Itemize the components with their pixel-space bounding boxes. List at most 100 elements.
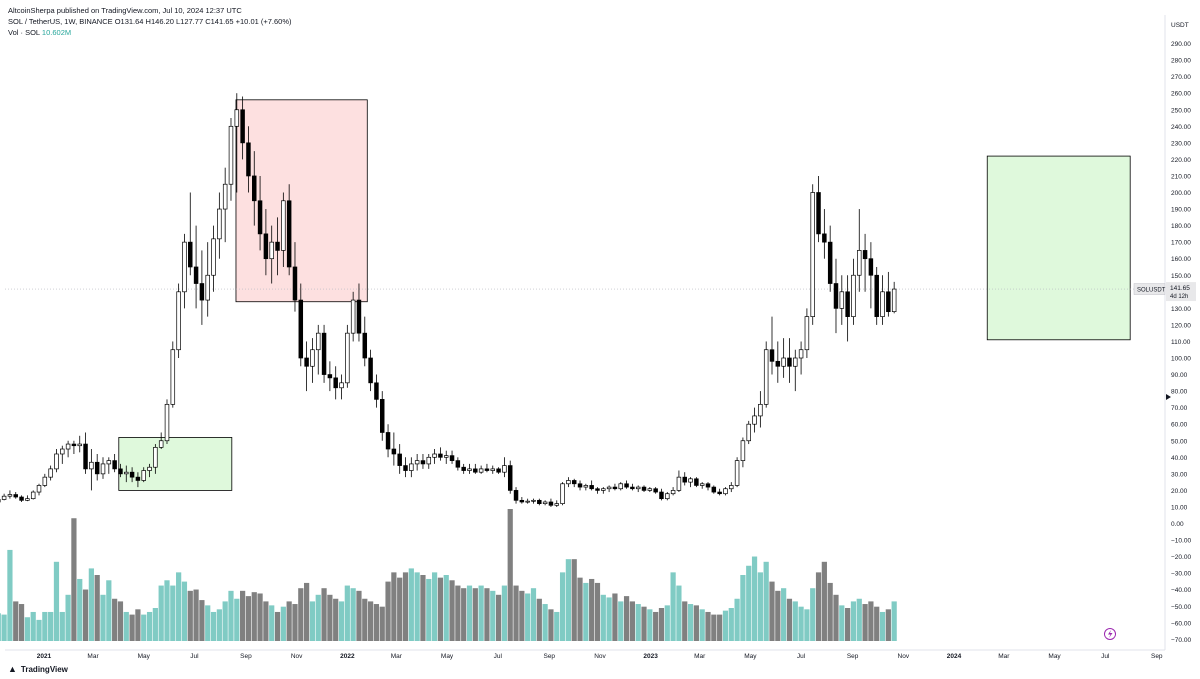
volume-bar	[13, 601, 19, 641]
volume-bar	[705, 611, 711, 641]
candle-body	[368, 357, 373, 384]
candle-body	[83, 443, 88, 470]
symbol-ohlc-line: SOL / TetherUS, 1W, BINANCE O131.64 H146…	[8, 17, 292, 26]
candle-body	[630, 486, 635, 490]
volume-bar	[77, 578, 83, 641]
volume-bar	[618, 601, 624, 641]
candle-body	[13, 494, 18, 498]
volume-bar	[344, 585, 350, 641]
volume-bar	[210, 611, 217, 641]
candle-body	[286, 200, 292, 268]
candle-body	[333, 377, 338, 389]
candle-body	[7, 494, 13, 497]
y-tick-label: 20.00	[1171, 488, 1188, 495]
volume-bar	[298, 588, 304, 641]
candle-body	[880, 291, 885, 317]
candle-body	[688, 478, 693, 483]
candle-body	[734, 460, 740, 486]
volume-bar	[763, 561, 769, 641]
volume-bar	[530, 588, 537, 641]
candle-body	[362, 332, 368, 359]
volume-bar	[71, 518, 77, 641]
volume-bar	[670, 572, 676, 641]
x-tick-label: Mar	[87, 653, 99, 660]
tradingview-icon: ▲	[8, 664, 17, 674]
candle-body	[822, 233, 827, 243]
volume-bar	[112, 598, 118, 641]
y-tick-label: 190.00	[1171, 207, 1191, 214]
price-tag-bg	[1166, 282, 1196, 302]
volume-bar	[292, 604, 298, 641]
volume-bar	[891, 601, 897, 641]
candle-body	[182, 241, 187, 293]
volume-bar	[495, 594, 502, 641]
x-tick-label: Sep	[543, 653, 555, 660]
volume-bar	[548, 609, 554, 641]
candle-body	[571, 480, 577, 485]
y-tick-label: 40.00	[1171, 455, 1188, 462]
volume-bar	[641, 606, 647, 641]
x-tick-label: May	[744, 653, 757, 660]
candle-body	[816, 192, 821, 235]
candle-body	[147, 466, 152, 471]
volume-bar	[664, 605, 670, 641]
volume-bar	[571, 559, 577, 641]
volume-bar	[559, 572, 566, 641]
volume-bar	[321, 588, 327, 641]
candle-body	[205, 274, 210, 301]
volume-bar	[106, 580, 112, 641]
candle-body	[350, 299, 356, 334]
candle-body	[891, 288, 897, 313]
candle-body	[781, 357, 786, 367]
volume-bar	[740, 575, 746, 641]
candle-body	[316, 332, 321, 351]
y-tick-label: −70.00	[1171, 637, 1191, 644]
volume-bar	[48, 611, 54, 641]
volume-bar	[327, 594, 333, 641]
volume-bar	[193, 589, 199, 641]
candle-body	[467, 468, 472, 471]
volume-bar	[414, 572, 420, 641]
candle-body	[624, 483, 629, 488]
volume-bar	[315, 594, 321, 641]
symbol-tag: SOLUSDT	[1137, 287, 1166, 293]
volume-bar	[286, 601, 292, 641]
candle-body	[676, 476, 682, 491]
volume-bar	[676, 585, 682, 641]
volume-bar	[594, 582, 601, 641]
volume-bar	[868, 601, 874, 641]
candle-body	[560, 483, 565, 504]
volume-bar	[59, 611, 65, 641]
zone-box-green	[986, 155, 1131, 341]
volume-bar	[717, 614, 723, 641]
candle-body	[112, 460, 117, 470]
volume-legend: Vol · SOL 10.602M	[8, 27, 292, 38]
candle-body	[531, 499, 536, 502]
volume-bar	[362, 598, 368, 641]
volume-bar	[490, 590, 496, 641]
candle-body	[490, 468, 496, 471]
volume-bar	[141, 614, 147, 641]
volume-bar	[757, 572, 763, 641]
volume-bar	[804, 609, 810, 641]
candle-body	[339, 382, 344, 389]
volume-bar	[449, 580, 455, 641]
volume-bar	[234, 598, 240, 641]
y-tick-label: 240.00	[1171, 124, 1191, 131]
volume-bar	[839, 605, 845, 641]
volume-bar	[653, 611, 659, 641]
publisher-line: AltcoinSherpa published on TradingView.c…	[8, 6, 242, 15]
x-tick-label: Jul	[1101, 653, 1110, 660]
volume-bar	[65, 594, 71, 641]
candle-body	[25, 498, 30, 501]
volume-bar	[711, 614, 717, 641]
candle-body	[606, 486, 612, 490]
x-tick-label: May	[441, 653, 454, 660]
candle-body	[763, 349, 769, 405]
candle-body	[234, 109, 240, 127]
tradingview-logo[interactable]: ▲ TradingView	[8, 664, 68, 674]
candle-body	[240, 109, 245, 144]
candle-body	[135, 476, 141, 481]
volume-bar	[484, 588, 490, 641]
